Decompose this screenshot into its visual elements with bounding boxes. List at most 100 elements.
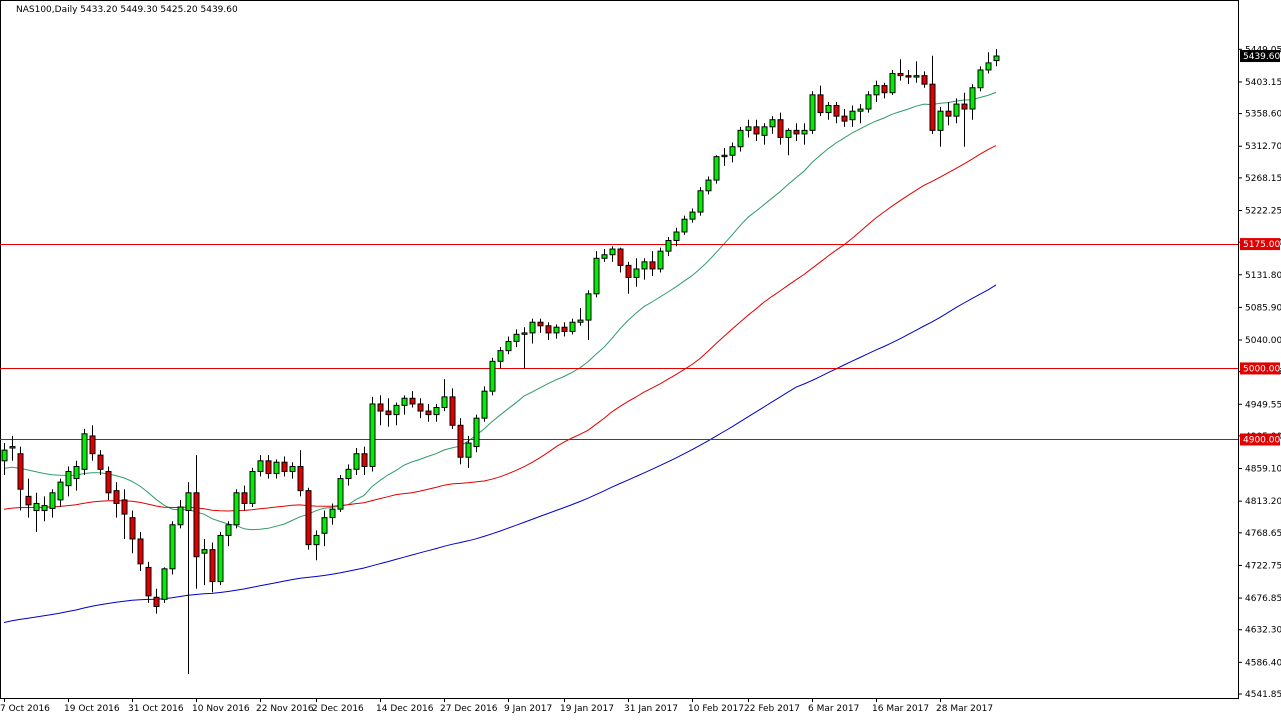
candle (97, 450, 104, 476)
price-axis[interactable]: 5449.055403.155358.605312.705268.155222.… (1238, 45, 1281, 700)
candle (977, 66, 984, 92)
candle-body-bullish (81, 433, 88, 470)
horizontal-levels-layer (0, 244, 1238, 440)
candle (913, 61, 920, 83)
candle-body-bearish (449, 396, 456, 426)
candle (217, 531, 224, 586)
candle (329, 503, 336, 525)
y-tick-label: 4722.75 (1245, 561, 1281, 571)
x-tick-label: 14 Dec 2016 (376, 704, 434, 714)
candle-body-bullish (273, 461, 280, 475)
candle (625, 261, 632, 294)
candle-body-bearish (385, 410, 392, 416)
level-price-tag: 5000.00 (1240, 362, 1280, 375)
candle (609, 246, 616, 262)
candle (353, 448, 360, 476)
y-tick-label: 4768.65 (1245, 529, 1281, 539)
candle-body-bullish (633, 268, 640, 278)
candle-body-bearish (841, 115, 848, 122)
candle-body-bullish (585, 293, 592, 321)
y-tick-label: 5040.00 (1245, 336, 1281, 346)
candle-body-bearish (281, 461, 288, 472)
candle-body-bullish (641, 261, 648, 270)
candle (601, 249, 608, 262)
ma-medium-line (3, 145, 997, 512)
candle (865, 91, 872, 113)
candle (465, 435, 472, 468)
candle (57, 478, 64, 507)
x-tick-label: 9 Jan 2017 (504, 704, 552, 714)
candle (665, 236, 672, 257)
candle-body-bullish (729, 146, 736, 156)
x-tick-label: 22 Feb 2017 (744, 704, 800, 714)
candle-body-bullish (33, 502, 40, 512)
candle (289, 462, 296, 479)
candle-body-bullish (257, 460, 264, 472)
candle-body-bearish (921, 75, 928, 85)
candle (705, 176, 712, 195)
time-axis[interactable]: 7 Oct 2016 19 Oct 2016 31 Oct 2016 10 Nov 2… (0, 698, 993, 714)
x-tick-label: 22 Nov 2016 (256, 704, 314, 714)
level-price-tag: 5175.00 (1240, 238, 1280, 251)
candle (65, 466, 72, 497)
y-tick-label: 5312.70 (1245, 142, 1281, 152)
candle (361, 446, 368, 476)
candle-body-bearish (121, 499, 128, 515)
candle (769, 116, 776, 134)
candle-body-bullish (57, 481, 64, 501)
y-tick-label: 5358.60 (1245, 110, 1281, 120)
candle (833, 101, 840, 124)
candle-body-bullish (873, 85, 880, 96)
price-tag-bg (1240, 362, 1280, 375)
candle-body-bullish (497, 350, 504, 362)
candle (321, 510, 328, 547)
candle (697, 187, 704, 216)
y-tick-label: 4676.85 (1245, 594, 1281, 604)
y-tick-label: 4859.10 (1245, 465, 1281, 475)
candle-body-bullish (665, 240, 672, 252)
candle-body-bullish (689, 211, 696, 220)
candle-body-bearish (297, 465, 304, 492)
candle-body-bullish (673, 231, 680, 242)
candle (433, 403, 440, 422)
candle-body-bullish (249, 470, 256, 504)
candle-body-bearish (545, 325, 552, 334)
candle (297, 450, 304, 497)
candle (729, 142, 736, 163)
x-tick-label: 28 Mar 2017 (936, 704, 993, 714)
candle (233, 489, 240, 529)
candle (281, 456, 288, 477)
candle (577, 308, 584, 326)
candle (489, 357, 496, 396)
y-tick-label: 5222.25 (1245, 206, 1281, 216)
candle (49, 489, 56, 518)
candle-body-bullish (593, 257, 600, 295)
candle-body-bullish (9, 446, 16, 449)
price-tag-label: 4900.00 (1243, 435, 1280, 445)
candle (681, 215, 688, 235)
candle (145, 561, 152, 603)
x-tick-label: 31 Jan 2017 (624, 704, 678, 714)
candle-body-bullish (505, 340, 512, 352)
candle-body-bullish (769, 119, 776, 128)
candle (257, 455, 264, 477)
candle-body-bullish (825, 104, 832, 114)
candle (569, 318, 576, 335)
candle-body-bearish (105, 470, 112, 494)
candle-body-bearish (905, 75, 912, 78)
candle (905, 69, 912, 85)
y-tick-label: 4632.30 (1245, 626, 1281, 636)
candle (241, 485, 248, 511)
candle-body-bullish (329, 508, 336, 519)
candle-body-bullish (225, 524, 232, 536)
candle (969, 84, 976, 120)
candle (937, 106, 944, 147)
candle-body-bearish (649, 261, 656, 270)
candle-body-bullish (313, 534, 320, 546)
candle (857, 104, 864, 124)
candle (785, 128, 792, 156)
candle (513, 329, 520, 348)
x-tick-label: 6 Mar 2017 (808, 704, 859, 714)
